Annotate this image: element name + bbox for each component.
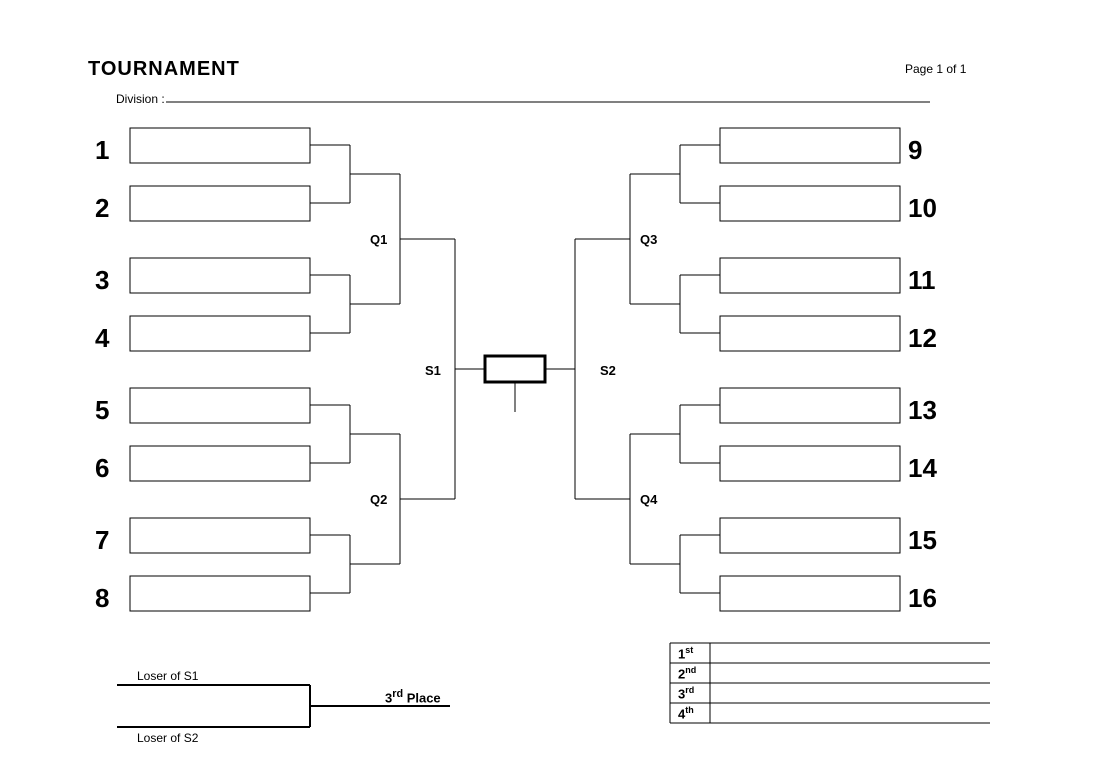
seed-left-1: 1 <box>95 135 109 166</box>
seed-right-2: 10 <box>908 193 937 224</box>
seed-right-5: 13 <box>908 395 937 426</box>
semi-label-S1: S1 <box>425 363 441 378</box>
seed-right-8: 16 <box>908 583 937 614</box>
rank-2: 2nd <box>678 665 696 681</box>
quarter-label-Q2: Q2 <box>370 492 387 507</box>
seed-right-6: 14 <box>908 453 937 484</box>
loser-s2-label: Loser of S2 <box>137 731 198 745</box>
seed-left-6: 6 <box>95 453 109 484</box>
quarter-label-Q1: Q1 <box>370 232 387 247</box>
seed-left-3: 3 <box>95 265 109 296</box>
seed-left-2: 2 <box>95 193 109 224</box>
rank-3: 3rd <box>678 685 694 701</box>
loser-s1-label: Loser of S1 <box>137 669 198 683</box>
seed-right-7: 15 <box>908 525 937 556</box>
seed-left-5: 5 <box>95 395 109 426</box>
seed-right-4: 12 <box>908 323 937 354</box>
rank-4: 4th <box>678 705 694 721</box>
seed-left-4: 4 <box>95 323 109 354</box>
quarter-label-Q4: Q4 <box>640 492 657 507</box>
bracket-svg <box>0 0 1105 773</box>
seed-right-3: 11 <box>908 265 936 296</box>
seed-left-7: 7 <box>95 525 109 556</box>
quarter-label-Q3: Q3 <box>640 232 657 247</box>
third-place-label: 3rd Place <box>385 688 441 705</box>
seed-left-8: 8 <box>95 583 109 614</box>
semi-label-S2: S2 <box>600 363 616 378</box>
seed-right-1: 9 <box>908 135 922 166</box>
rank-1: 1st <box>678 645 693 661</box>
